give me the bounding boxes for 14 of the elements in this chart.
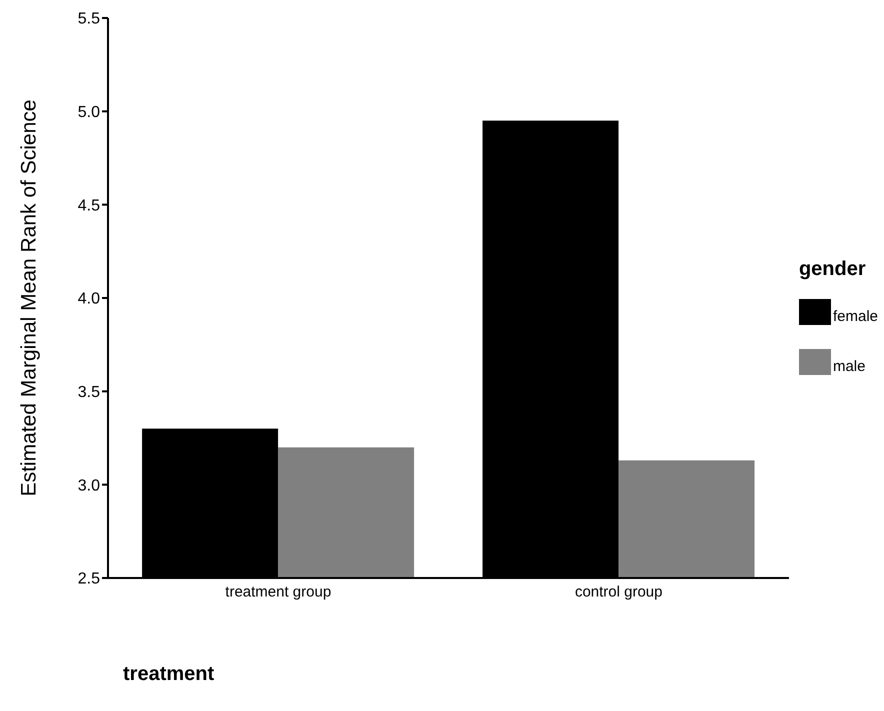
legend-title: gender bbox=[798, 258, 867, 280]
legend-label: female bbox=[832, 308, 878, 324]
y-tick-label: 2.5 bbox=[78, 570, 100, 588]
x-axis-title: treatment bbox=[123, 663, 214, 686]
x-tick-label: treatment group bbox=[225, 584, 332, 601]
y-tick-label: 3.5 bbox=[78, 384, 100, 402]
y-tick-label: 5.5 bbox=[78, 10, 100, 28]
y-tick-label: 4.0 bbox=[78, 290, 100, 308]
y-axis-title: Estimated Marginal Mean Rank of Science bbox=[17, 100, 40, 496]
legend-label: male bbox=[832, 358, 866, 374]
y-tick-label: 5.0 bbox=[78, 104, 100, 122]
y-tick-label: 4.5 bbox=[78, 197, 100, 214]
y-tick-label: 3.0 bbox=[78, 477, 100, 494]
x-tick-label: control group bbox=[574, 584, 663, 601]
